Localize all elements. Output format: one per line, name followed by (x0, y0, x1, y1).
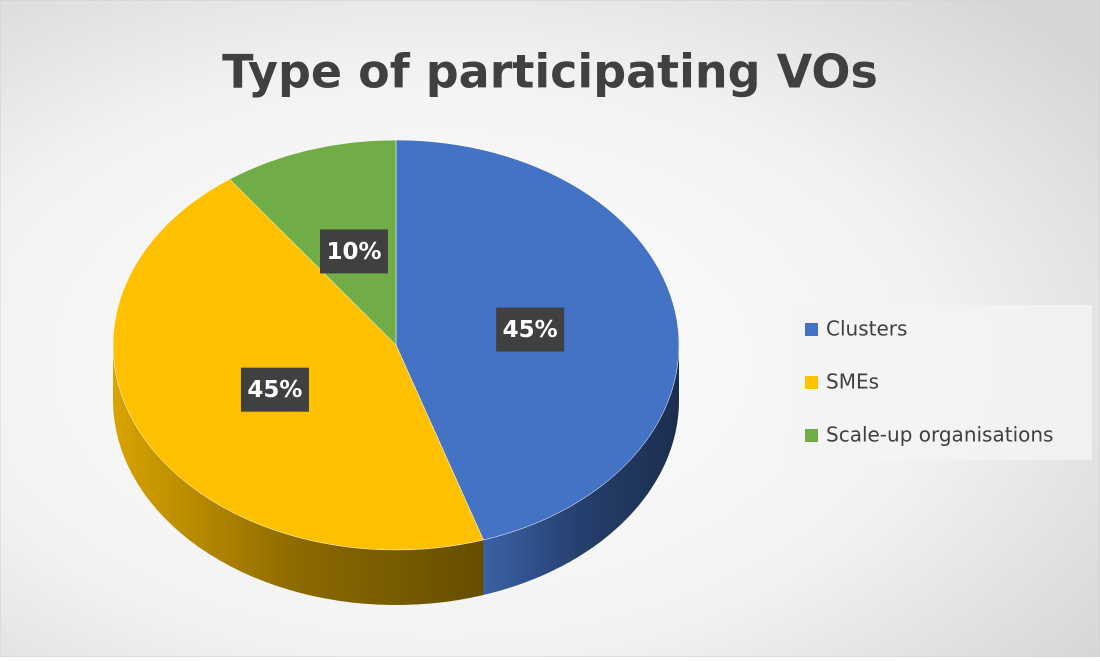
chart-title: Type of participating VOs (222, 45, 878, 99)
legend-swatch (805, 429, 818, 442)
slice (112, 178, 484, 551)
legend-swatch (805, 376, 818, 389)
legend-box (790, 305, 1092, 460)
legend-label: Clusters (826, 317, 907, 341)
data-label-box (240, 367, 309, 412)
legend-label: SMEs (826, 370, 879, 394)
data-label: 45% (503, 317, 558, 343)
slice-side-shade (113, 345, 484, 605)
legend-label: Scale-up organisations (826, 423, 1053, 447)
data-label: 45% (247, 377, 302, 403)
data-label-box (496, 307, 565, 352)
data-label: 10% (326, 239, 381, 265)
slice (229, 139, 397, 346)
data-label-box (320, 229, 389, 274)
slice-side-shade (483, 345, 679, 595)
legend-swatch (805, 323, 818, 336)
